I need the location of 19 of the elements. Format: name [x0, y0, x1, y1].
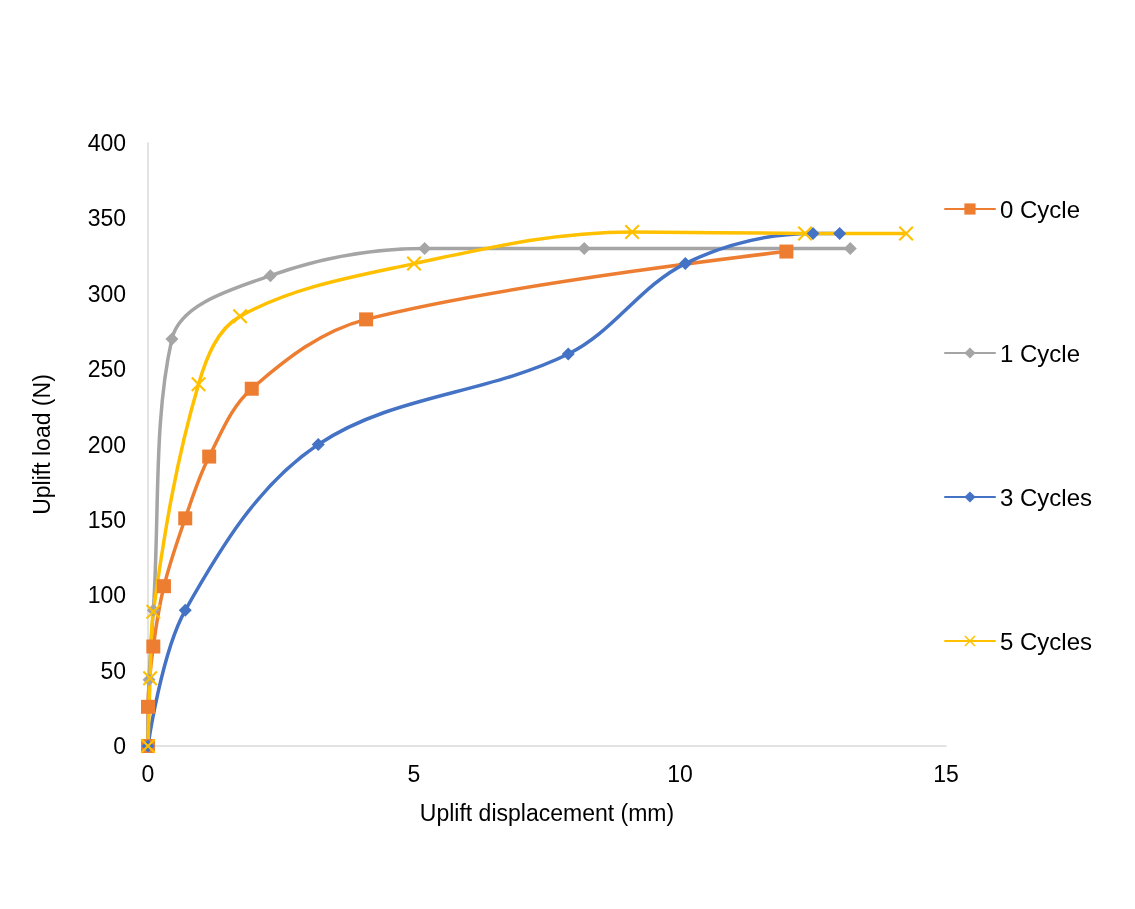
legend-label: 3 Cycles [999, 483, 1092, 511]
y-tick-label: 150 [87, 506, 126, 533]
legend-label: 5 Cycles [999, 627, 1092, 655]
y-tick-label: 0 [113, 733, 126, 759]
y-tick-label: 250 [87, 356, 126, 383]
y-tick-label: 100 [87, 582, 126, 609]
legend-label: 0 Cycle [999, 195, 1080, 223]
x-tick-label: 15 [933, 760, 959, 787]
x-tick-label: 10 [667, 760, 693, 787]
legend-label: 1 Cycle [999, 339, 1080, 367]
y-tick-label: 300 [87, 280, 126, 307]
y-tick-label: 200 [87, 431, 126, 458]
y-tick-label: 400 [87, 130, 126, 156]
y-tick-label: 350 [87, 205, 126, 232]
x-tick-label: 0 [141, 760, 155, 787]
x-axis-title: Uplift displacement (mm) [419, 799, 675, 826]
x-tick-label: 5 [407, 760, 421, 787]
y-axis-title: Uplift load (N) [28, 374, 55, 515]
y-tick-label: 50 [100, 657, 126, 684]
